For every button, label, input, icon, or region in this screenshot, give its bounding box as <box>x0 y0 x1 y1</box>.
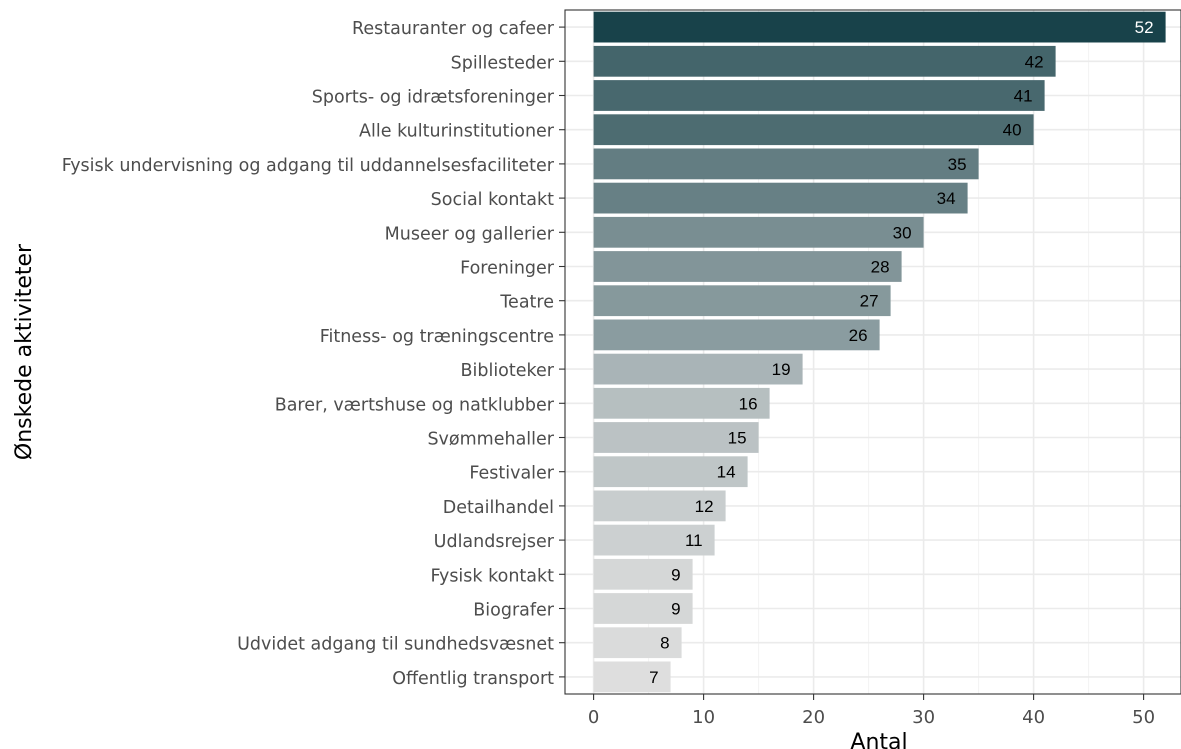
y-tick-label: Udvidet adgang til sundhedsvæsnet <box>237 635 554 655</box>
bar <box>593 319 880 351</box>
y-tick-label: Teatre <box>499 293 554 313</box>
x-tick-label: 50 <box>1132 707 1155 728</box>
bar-value-label: 14 <box>717 463 736 482</box>
bar-value-label: 7 <box>649 668 658 687</box>
y-tick-label: Biografer <box>473 601 555 621</box>
x-tick-label: 0 <box>588 707 599 728</box>
bar <box>593 114 1034 146</box>
bar-value-label: 9 <box>671 565 680 584</box>
bar <box>593 285 891 317</box>
x-tick-label: 20 <box>802 707 825 728</box>
y-tick-label: Barer, værtshuse og natklubber <box>275 395 555 415</box>
bar <box>593 45 1056 77</box>
bar <box>593 387 770 419</box>
y-tick-label: Restauranter og cafeer <box>352 19 555 39</box>
bar <box>593 490 726 522</box>
bar-value-label: 8 <box>660 634 669 653</box>
bar-value-label: 42 <box>1025 52 1044 71</box>
bar <box>593 456 748 488</box>
y-tick-label: Social kontakt <box>431 190 554 210</box>
bar <box>593 11 1166 43</box>
x-tick-label: 40 <box>1022 707 1045 728</box>
bar <box>593 251 902 282</box>
bar-value-label: 40 <box>1003 121 1022 140</box>
x-axis-title: Antal <box>850 730 907 749</box>
bar <box>593 593 693 624</box>
bar <box>593 661 671 693</box>
y-tick-label: Fitness- og træningscentre <box>320 327 554 347</box>
y-tick-label: Festivaler <box>469 464 554 484</box>
bar <box>593 524 715 556</box>
y-tick-label: Biblioteker <box>460 361 554 381</box>
bar-value-label: 35 <box>948 155 967 174</box>
bar-value-label: 52 <box>1135 18 1154 37</box>
bar-value-label: 34 <box>937 189 956 208</box>
bar-value-label: 9 <box>671 600 680 619</box>
bar <box>593 216 924 248</box>
y-tick-label: Fysisk kontakt <box>431 566 555 586</box>
y-tick-label: Svømmehaller <box>427 430 554 450</box>
bar-value-label: 16 <box>739 394 758 413</box>
y-tick-label: Museer og gallerier <box>385 224 555 244</box>
x-tick-label: 10 <box>692 707 715 728</box>
bar <box>593 80 1045 111</box>
y-tick-label: Spillesteder <box>451 53 555 73</box>
y-tick-label: Fysisk undervisning og adgang til uddann… <box>62 156 555 176</box>
bar-value-label: 19 <box>772 360 791 379</box>
y-axis-ticks: Restauranter og cafeer Spillesteder Sports… <box>62 19 565 689</box>
y-tick-label: Sports- og idrætsforeninger <box>312 88 555 108</box>
bar <box>593 627 682 659</box>
bar <box>593 353 803 385</box>
bar <box>593 182 968 214</box>
bars <box>593 11 1166 693</box>
bar-value-label: 12 <box>695 497 714 516</box>
bar <box>593 558 693 590</box>
bar <box>593 422 759 453</box>
y-tick-label: Alle kulturinstitutioner <box>359 122 555 142</box>
y-tick-label: Udlandsrejser <box>434 532 555 552</box>
y-tick-label: Foreninger <box>460 259 555 279</box>
x-axis-ticks: 0 10 20 30 40 50 <box>588 694 1155 728</box>
bar-value-label: 26 <box>849 326 868 345</box>
bar <box>593 148 979 180</box>
bar-value-label: 11 <box>685 531 703 550</box>
bar-value-label: 27 <box>860 292 879 311</box>
bar-value-label: 28 <box>871 258 890 277</box>
y-axis-title: Ønskede aktiviteter <box>12 243 37 460</box>
y-tick-label: Offentlig transport <box>392 669 554 689</box>
bar-value-label: 30 <box>893 223 912 242</box>
y-tick-label: Detailhandel <box>443 498 554 518</box>
bar-value-label: 15 <box>728 429 747 448</box>
bar-value-label: 41 <box>1014 87 1033 106</box>
panel-border <box>564 9 1181 695</box>
x-tick-label: 30 <box>912 707 935 728</box>
